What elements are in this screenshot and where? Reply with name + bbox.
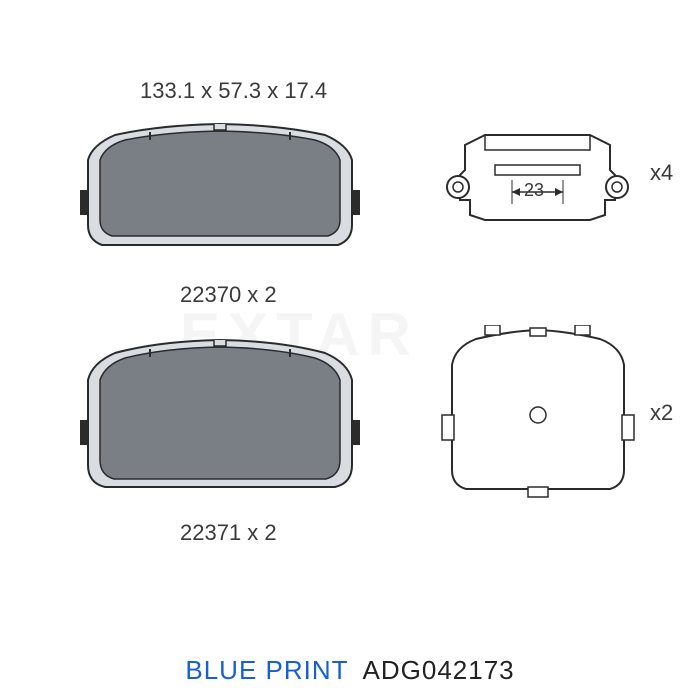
- part-number: ADG042173: [363, 655, 515, 686]
- shim-qty-label: x2: [650, 400, 673, 426]
- pad-upper-code-label: 22370 x 2: [180, 282, 277, 308]
- brake-pad-upper: [80, 120, 360, 260]
- brake-pad-lower: [80, 335, 360, 500]
- product-footer: BLUE PRINT ADG042173: [0, 640, 700, 700]
- pad-lower-code-label: 22371 x 2: [180, 520, 277, 546]
- clip-dim-label: 23: [524, 180, 544, 201]
- dimensions-label: 133.1 x 57.3 x 17.4: [140, 78, 327, 104]
- brand-name: BLUE PRINT: [185, 655, 348, 686]
- clip-qty-label: x4: [650, 160, 673, 186]
- shim-plate: [440, 325, 635, 505]
